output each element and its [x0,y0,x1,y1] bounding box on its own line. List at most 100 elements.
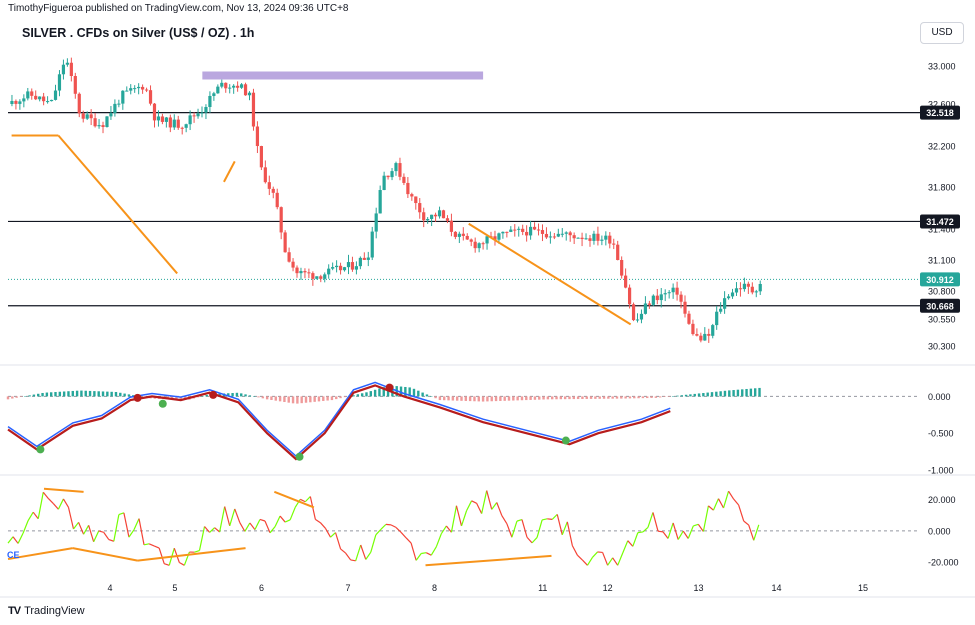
resistance-zone[interactable] [202,71,484,80]
candle-body[interactable] [129,88,133,91]
candle-body[interactable] [505,231,509,233]
candle-body[interactable] [592,233,596,241]
candle-body[interactable] [695,334,699,336]
candle-body[interactable] [584,238,588,240]
candle-body[interactable] [410,194,414,197]
candle-body[interactable] [552,236,556,238]
candle-body[interactable] [283,232,287,253]
candle-body[interactable] [445,218,450,221]
candle-body[interactable] [536,229,541,231]
candle-body[interactable] [402,176,406,183]
candle-body[interactable] [461,233,465,236]
candle-body[interactable] [338,265,343,271]
candle-body[interactable] [291,261,295,268]
candle-body[interactable] [497,233,501,240]
candle-body[interactable] [620,259,624,276]
candle-body[interactable] [651,295,655,305]
candle-body[interactable] [707,333,711,336]
crossover-marker[interactable] [158,399,167,408]
candle-body[interactable] [675,287,679,295]
crossover-marker[interactable] [133,393,142,402]
candle-body[interactable] [331,267,335,269]
candle-body[interactable] [521,228,525,232]
candle-body[interactable] [517,228,521,230]
candle-body[interactable] [216,86,220,94]
candle-body[interactable] [738,288,743,290]
candle-body[interactable] [382,175,386,191]
candle-body[interactable] [350,262,355,270]
candle-body[interactable] [711,325,715,336]
candle-body[interactable] [540,230,545,234]
candle-body[interactable] [588,238,592,241]
candle-body[interactable] [342,267,347,271]
candle-body[interactable] [624,275,628,288]
crossover-marker[interactable] [36,445,45,454]
candle-body[interactable] [196,113,200,117]
candle-body[interactable] [117,103,121,105]
divergence-line[interactable] [425,554,552,567]
candle-body[interactable] [113,103,117,114]
crossover-marker[interactable] [561,436,570,445]
candle-body[interactable] [370,231,374,258]
candle-body[interactable] [247,92,252,96]
candle-body[interactable] [576,237,580,239]
candle-body[interactable] [422,212,426,221]
candle-body[interactable] [30,91,34,96]
candle-body[interactable] [667,292,671,294]
candle-body[interactable] [525,231,529,236]
candle-body[interactable] [184,124,188,128]
candle-body[interactable] [228,87,232,89]
candle-body[interactable] [437,210,442,217]
candle-body[interactable] [406,182,410,195]
candle-body[interactable] [299,271,303,274]
candle-body[interactable] [81,113,85,119]
candle-body[interactable] [212,93,216,96]
candle-body[interactable] [307,272,311,274]
candle-body[interactable] [77,93,81,114]
candle-body[interactable] [453,231,457,237]
crossover-marker[interactable] [385,383,394,392]
candle-body[interactable] [449,220,454,232]
candle-body[interactable] [160,116,165,122]
candle-body[interactable] [319,276,323,279]
candle-body[interactable] [65,62,69,65]
candle-body[interactable] [73,75,77,94]
candle-body[interactable] [232,85,236,88]
candle-body[interactable] [631,304,636,321]
trend-line[interactable] [57,134,178,275]
candle-body[interactable] [513,229,517,231]
candle-body[interactable] [564,232,568,234]
candle-body[interactable] [164,117,168,122]
candle-body[interactable] [509,229,513,232]
candle-body[interactable] [473,241,477,249]
candle-body[interactable] [53,90,58,100]
candle-body[interactable] [596,233,600,241]
candle-body[interactable] [224,82,228,89]
candle-body[interactable] [493,236,497,240]
candle-body[interactable] [141,86,145,90]
candle-body[interactable] [152,103,157,121]
candle-body[interactable] [604,235,608,240]
symbol-title[interactable]: SILVER . CFDs on Silver (US$ / OZ) . 1h [22,26,255,40]
candle-body[interactable] [192,115,196,117]
candle-body[interactable] [703,333,707,341]
candle-body[interactable] [430,214,434,219]
candle-body[interactable] [418,203,422,213]
candle-body[interactable] [287,252,291,262]
candle-body[interactable] [758,283,762,292]
candle-body[interactable] [655,295,659,301]
candle-body[interactable] [259,146,263,168]
candle-body[interactable] [679,294,683,302]
candle-body[interactable] [323,274,327,279]
candle-body[interactable] [303,271,307,273]
candle-body[interactable] [14,100,18,104]
candle-body[interactable] [477,243,481,249]
candle-body[interactable] [121,90,125,104]
candle-body[interactable] [560,233,564,235]
divergence-line[interactable] [273,490,315,509]
candle-body[interactable] [719,308,723,312]
candle-body[interactable] [34,95,38,100]
candle-body[interactable] [243,84,248,96]
trend-line[interactable] [468,222,632,326]
